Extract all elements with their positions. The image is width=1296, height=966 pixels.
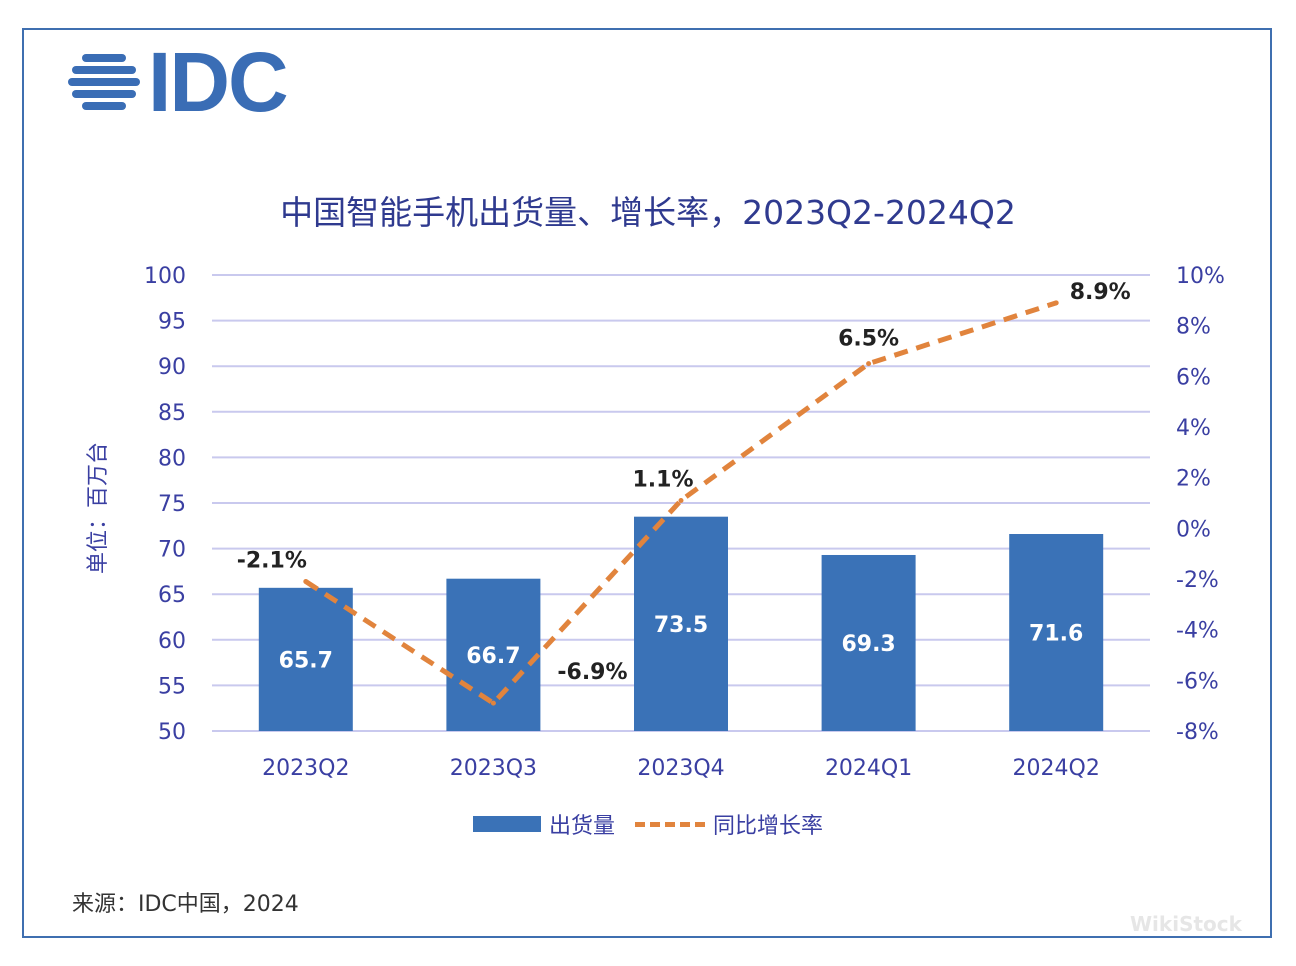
y2-tick-label: -2% <box>1176 568 1219 593</box>
y2-tick-label: -8% <box>1176 720 1219 745</box>
y2-tick-label: 4% <box>1176 416 1211 441</box>
bar-value-label: 66.7 <box>466 644 520 669</box>
y2-tick-label: 8% <box>1176 315 1211 340</box>
source-note: 来源：IDC中国，2024 <box>72 892 299 917</box>
y2-tick-label: -6% <box>1176 669 1219 694</box>
growth-value-label: 8.9% <box>1070 280 1131 305</box>
x-tick-label: 2024Q2 <box>1013 756 1100 781</box>
legend-item-growth: 同比增长率 <box>635 808 823 840</box>
chart-title: 中国智能手机出货量、增长率，2023Q2-2024Q2 <box>280 193 1016 232</box>
idc-globe-icon <box>68 54 140 110</box>
y2-tick-label: 0% <box>1176 517 1211 542</box>
growth-value-label: -6.9% <box>557 660 627 685</box>
chart-frame <box>22 28 1272 938</box>
legend-item-shipments: 出货量 <box>472 808 615 840</box>
x-tick-label: 2023Q3 <box>450 756 537 781</box>
logo-text: IDC <box>148 35 289 129</box>
growth-point <box>303 579 309 585</box>
y-tick-label: 90 <box>158 355 186 380</box>
bar-value-label: 73.5 <box>654 613 708 638</box>
legend: 出货量 同比增长率 <box>0 808 1296 840</box>
y-tick-label: 80 <box>158 446 186 471</box>
legend-line-swatch <box>635 821 705 827</box>
y-tick-label: 60 <box>158 629 186 654</box>
y2-tick-label: 10% <box>1176 264 1225 289</box>
bar <box>258 587 353 731</box>
legend-label-growth: 同比增长率 <box>713 814 824 839</box>
growth-value-label: -2.1% <box>237 549 307 574</box>
chart-plot: 100 95 90 85 80 75 70 65 60 55 50 10% 8% 6% 4% 2% 0% -2% -… <box>144 264 1225 781</box>
x-tick-label: 2024Q1 <box>825 756 912 781</box>
growth-value-label: 1.1% <box>632 467 693 492</box>
legend-label-shipments: 出货量 <box>548 814 615 839</box>
y2-tick-label: 6% <box>1176 365 1211 390</box>
legend-bar-swatch <box>472 816 541 832</box>
growth-line <box>304 300 1057 706</box>
y-tick-label: 100 <box>144 264 186 289</box>
growth-point <box>678 497 684 503</box>
y-tick-label: 70 <box>158 538 186 563</box>
bar <box>1009 534 1104 731</box>
y-tick-label: 75 <box>158 492 186 517</box>
growth-point <box>866 361 872 367</box>
y2-tick-label: -4% <box>1176 619 1219 644</box>
growth-value-label: 6.5% <box>838 327 899 352</box>
watermark: WikiStock <box>1130 912 1242 936</box>
y-tick-label: 85 <box>158 401 186 426</box>
y2-tick-label: 2% <box>1176 467 1211 492</box>
y-tick-label: 55 <box>158 674 186 699</box>
bar <box>634 516 728 731</box>
growth-point <box>1053 300 1059 306</box>
bar <box>821 554 916 731</box>
y-tick-label: 50 <box>158 720 186 745</box>
bar-value-label: 71.6 <box>1029 622 1083 647</box>
bar-value-label: 65.7 <box>279 648 333 673</box>
x-tick-label: 2023Q4 <box>637 756 724 781</box>
y-tick-label: 95 <box>158 310 186 335</box>
x-tick-label: 2023Q2 <box>262 756 349 781</box>
y-tick-label: 65 <box>158 583 186 608</box>
growth-point <box>490 700 496 706</box>
bar-value-label: 69.3 <box>841 632 895 657</box>
